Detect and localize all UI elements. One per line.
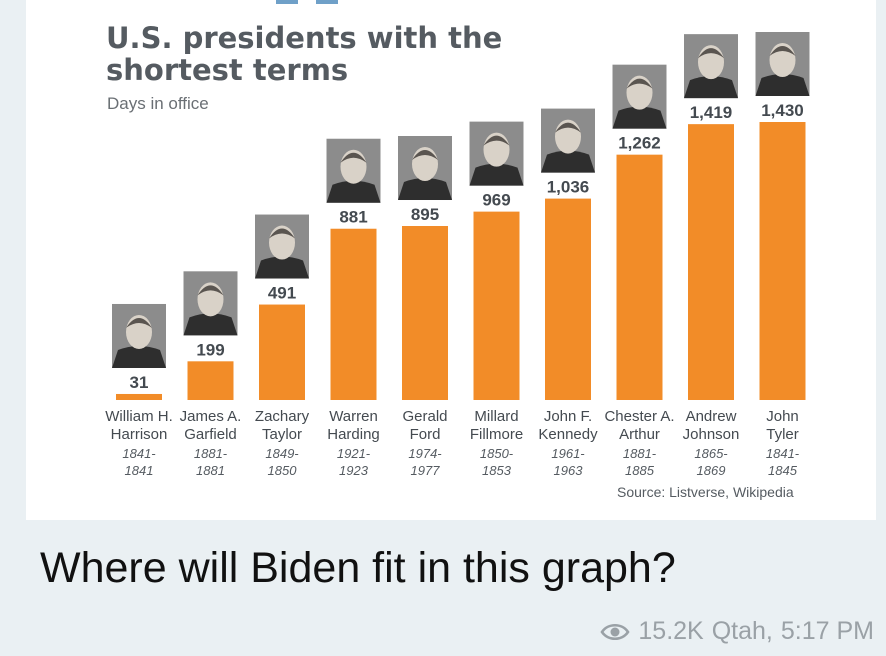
category-years-label: 1853: [482, 463, 512, 478]
category-years-label: 1845: [768, 463, 798, 478]
category-name-label: Andrew: [686, 408, 737, 425]
category-years-label: 1885: [625, 463, 655, 478]
category-name-label: Chester A.: [604, 408, 674, 425]
bar: [616, 154, 663, 400]
category-years-label: 1850-: [480, 446, 514, 461]
post-meta: 15.2K Qtah, 5:17 PM: [600, 617, 874, 646]
data-label: 895: [411, 205, 439, 224]
category-years-label: 1881-: [623, 446, 657, 461]
bar: [545, 198, 591, 400]
category-name-label: James A.: [180, 408, 242, 425]
post-time: 5:17 PM: [780, 617, 874, 645]
data-label: 199: [196, 340, 224, 359]
category-name-label: Kennedy: [538, 426, 598, 443]
category-name-label: Fillmore: [470, 426, 523, 443]
category-years-label: 1921-: [337, 446, 371, 461]
president-portrait: [755, 32, 810, 96]
president-portrait: [612, 64, 667, 129]
data-label: 1,036: [547, 178, 590, 197]
category-years-label: 1865-: [694, 446, 728, 461]
category-name-label: Ford: [410, 426, 441, 443]
category-years-label: 1869: [697, 463, 726, 478]
bar: [473, 211, 520, 400]
category-years-label: 1881-: [194, 446, 228, 461]
category-years-label: 1977: [411, 463, 441, 478]
category-name-label: Arthur: [619, 426, 660, 443]
category-years-label: 1963: [554, 463, 584, 478]
data-label: 491: [268, 284, 296, 303]
president-portrait: [469, 121, 524, 186]
president-portrait: [326, 138, 381, 203]
data-label: 31: [130, 373, 149, 392]
bar-chart: 31 William H.Harrison 1841- 1841 199 James A.…: [105, 32, 810, 478]
chart-subtitle: Days in office: [107, 94, 209, 113]
category-years-label: 1841-: [766, 446, 800, 461]
bar: [187, 361, 234, 400]
category-name-label: Warren: [329, 408, 378, 425]
president-portrait: [255, 214, 309, 279]
bar: [330, 228, 377, 400]
bar: [402, 226, 448, 400]
category-name-label: Harrison: [111, 426, 168, 443]
view-count: 15.2K: [638, 617, 704, 645]
top-accent-marks: [276, 0, 356, 4]
data-label: 1,430: [761, 101, 804, 120]
president-portrait: [398, 136, 452, 201]
president-portrait: [684, 34, 738, 99]
category-years-label: 1849-: [265, 446, 299, 461]
category-years-label: 1923: [339, 463, 369, 478]
data-label: 1,262: [618, 134, 661, 153]
category-years-label: 1841-: [122, 446, 156, 461]
category-name-label: Johnson: [683, 426, 740, 443]
category-name-label: Zachary: [255, 408, 310, 425]
category-name-label: Garfield: [184, 426, 237, 443]
category-name-label: Taylor: [262, 426, 302, 443]
data-label: 881: [339, 208, 367, 227]
data-label: 1,419: [690, 103, 733, 122]
accent-mark: [276, 0, 298, 4]
eye-icon: [600, 623, 630, 640]
post-question: Where will Biden fit in this graph?: [40, 544, 676, 592]
president-portrait: [183, 271, 238, 336]
chart-source: Source: Listverse, Wikipedia: [617, 484, 794, 500]
bar: [259, 304, 305, 400]
category-name-label: Tyler: [766, 426, 799, 443]
data-label: 969: [482, 191, 510, 210]
bar: [688, 124, 734, 400]
president-portrait: [112, 303, 166, 368]
bar: [116, 393, 162, 400]
category-name-label: Gerald: [402, 408, 447, 425]
category-name-label: John F.: [544, 408, 592, 425]
category-years-label: 1974-: [408, 446, 442, 461]
category-years-label: 1881: [196, 463, 225, 478]
category-name-label: Harding: [327, 426, 380, 443]
chart-title: U.S. presidents with the shortest terms: [106, 21, 503, 87]
category-years-label: 1841: [125, 463, 154, 478]
category-years-label: 1961-: [551, 446, 585, 461]
bar: [759, 122, 806, 400]
category-years-label: 1850: [268, 463, 298, 478]
category-name-label: Millard: [474, 408, 518, 425]
post-author: Qtah,: [711, 617, 773, 645]
category-name-label: William H.: [105, 408, 173, 425]
accent-mark: [316, 0, 338, 4]
president-portrait: [541, 108, 595, 173]
category-name-label: John: [766, 408, 799, 425]
